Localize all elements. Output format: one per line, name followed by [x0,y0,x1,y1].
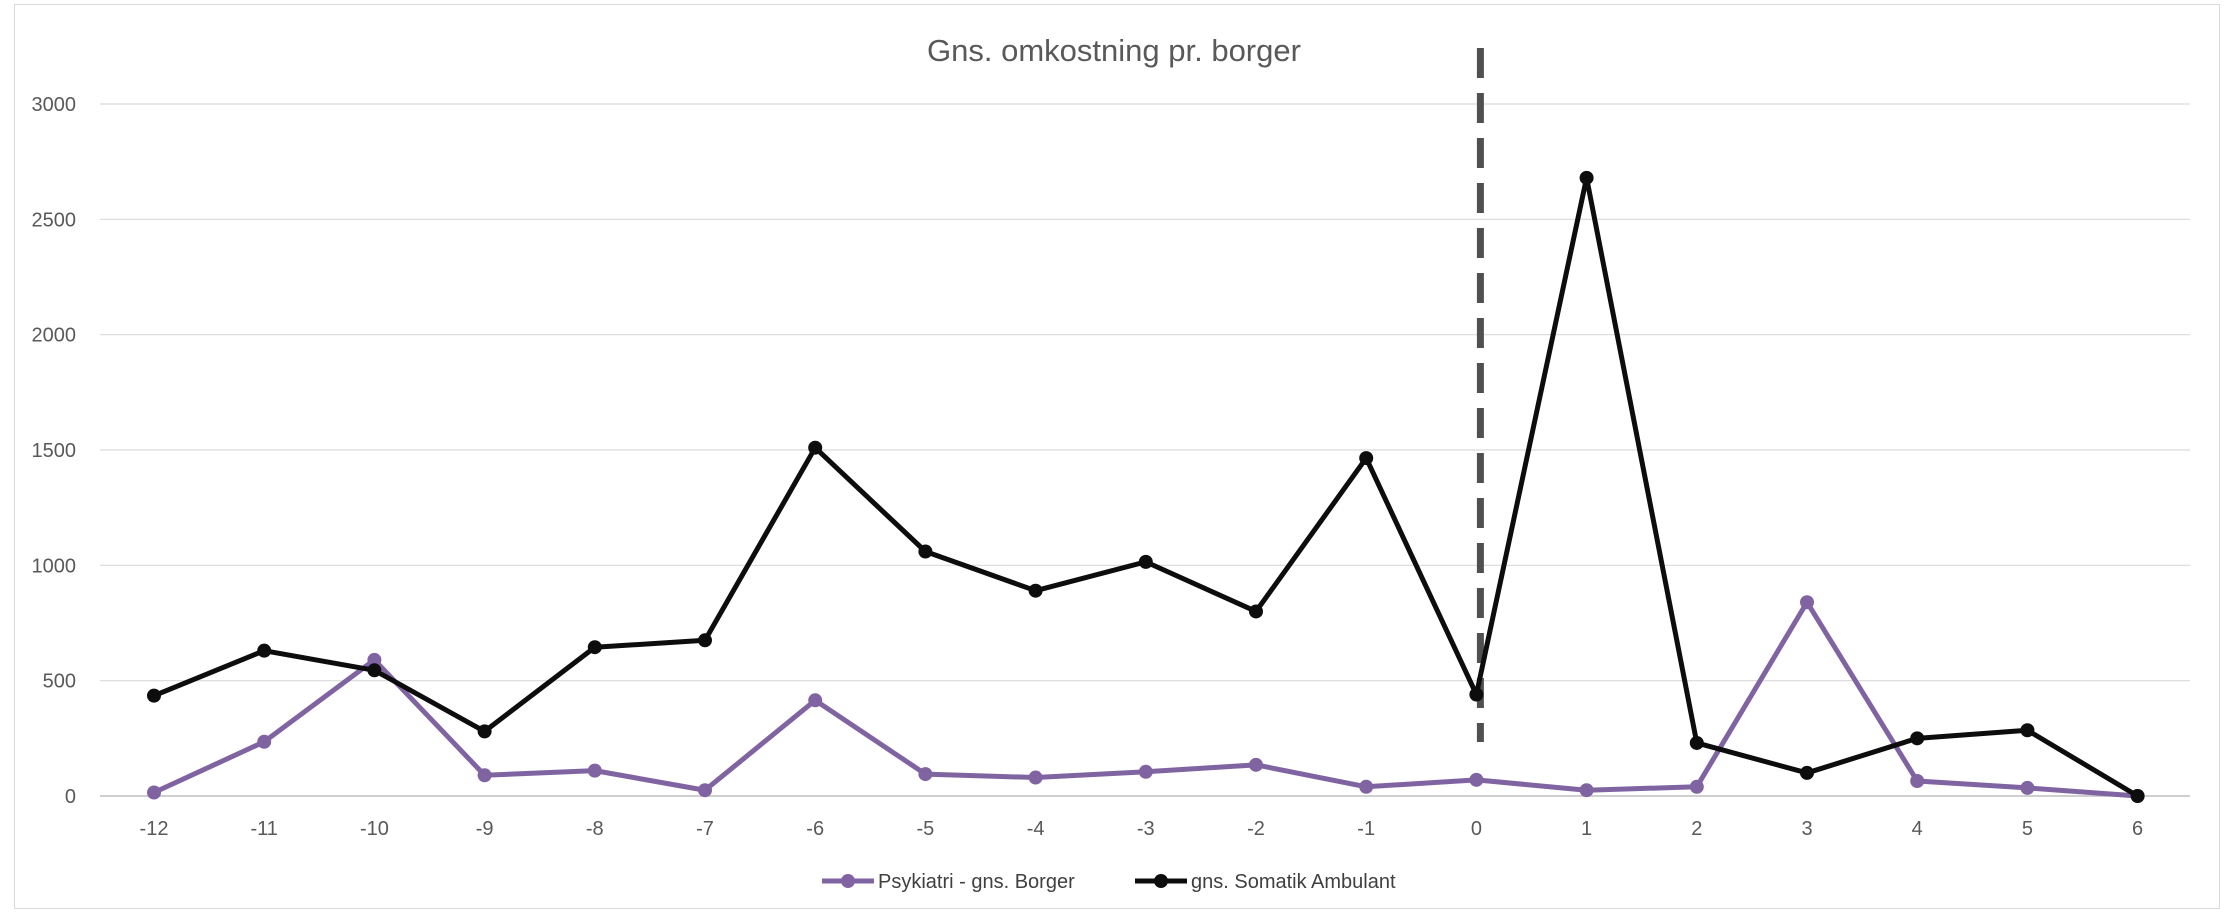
x-tick-label: 1 [1581,818,1592,840]
data-point [2020,780,2035,795]
y-tick-label: 2000 [32,325,77,347]
data-point [1689,735,1704,750]
data-point [477,768,492,783]
data-point [367,663,382,678]
y-tick-label: 0 [65,786,76,808]
legend-item-1: Psykiatri - gns. Borger [822,871,1075,893]
x-tick-label: -10 [360,818,389,840]
series-line [153,175,2139,799]
x-tick-label: -3 [1137,818,1155,840]
data-point [918,544,933,559]
x-tick-label: -1 [1357,818,1375,840]
series-1 [147,595,2145,803]
data-point [1359,779,1374,794]
data-point [1910,731,1925,746]
data-point [1579,783,1594,798]
x-axis-tick-labels: -12 -11 -10 -9 -8 -7 -6 -5 -4 -3 -2 -1 0 1 2 3 4 5 6 [140,818,2144,840]
data-point [147,688,161,703]
legend: Psykiatri - gns. Borger gns. Somatik Ambu… [822,871,1396,893]
legend-label: Psykiatri - gns. Borger [878,871,1075,893]
data-point [808,440,823,455]
data-point [147,785,161,800]
data-point [1359,451,1374,466]
data-point [1800,765,1814,780]
y-tick-label: 2500 [32,209,77,231]
y-tick-label: 3000 [32,94,77,116]
data-point [1469,687,1484,702]
data-point [1138,554,1153,569]
data-point [2130,789,2145,803]
data-point [1910,774,1925,789]
x-tick-label: 4 [1912,818,1923,840]
x-tick-label: 3 [1801,818,1812,840]
x-tick-label: 0 [1471,818,1482,840]
data-point [808,693,823,708]
data-point [1689,779,1704,794]
x-tick-label: -9 [476,818,494,840]
chart-frame [14,4,2220,909]
series-layer [147,170,2145,803]
x-tick-label: -8 [586,818,604,840]
y-tick-label: 1000 [32,555,77,577]
y-tick-label: 500 [43,671,76,693]
data-point [1800,595,1814,610]
x-tick-label: 6 [2132,818,2143,840]
x-tick-label: -7 [696,818,714,840]
x-tick-label: -5 [917,818,935,840]
series-2 [147,170,2145,803]
legend-dot-marker [841,874,855,888]
x-tick-label: -12 [140,818,169,840]
legend-dot-marker [1154,874,1168,888]
gridlines [100,103,2190,797]
x-tick-label: -11 [250,818,277,840]
y-tick-label: 1500 [32,440,77,462]
data-point [477,724,492,739]
legend-item-2: gns. Somatik Ambulant [1135,871,1396,893]
x-tick-label: 2 [1691,818,1702,840]
data-point [1469,772,1484,787]
data-point [1249,757,1263,772]
x-tick-label: -6 [806,818,824,840]
y-axis-tick-labels: 0 500 1000 1500 2000 2500 3000 [32,94,77,808]
data-point [587,640,602,655]
data-point [1579,170,1594,185]
x-tick-label: 5 [2022,818,2033,840]
chart-title: Gns. omkostning pr. borger [927,33,1301,68]
data-point [1249,604,1263,619]
data-point [257,734,272,749]
data-point [1028,770,1043,785]
data-point [2020,723,2035,738]
data-point [1028,583,1043,598]
legend-label: gns. Somatik Ambulant [1191,871,1396,893]
x-tick-label: -2 [1247,818,1265,840]
data-point [698,783,712,798]
data-point [698,633,712,648]
data-point [257,643,272,658]
x-tick-label: -4 [1027,818,1045,840]
data-point [1138,764,1153,779]
data-point [587,763,602,778]
data-point [367,652,382,667]
data-point [918,767,933,782]
